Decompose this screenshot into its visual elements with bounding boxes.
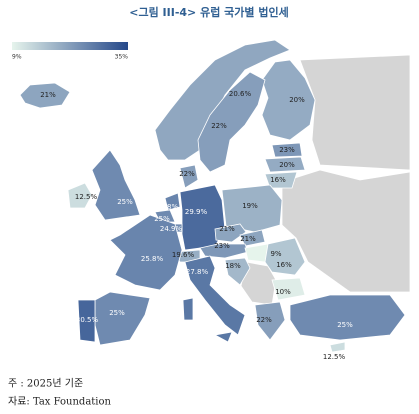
value-label: 30.5% [76,316,99,324]
legend-max: 35% [115,54,129,61]
value-label: 23% [214,242,230,250]
value-label: 25% [337,321,353,329]
value-label: 21% [240,235,256,243]
country-region [77,299,96,343]
value-label: 25% [154,215,170,223]
background-countries [240,54,411,306]
country-region [67,182,93,209]
value-label: 22% [211,122,227,130]
value-label: 21% [219,225,235,233]
legend-bar [12,42,128,50]
value-label: 20% [289,96,305,104]
value-label: 29.9% [185,208,208,216]
value-label: 21% [40,91,56,99]
country-region [19,82,71,109]
value-label: 25% [109,309,125,317]
country-region [182,255,246,343]
value-label: 24.9% [160,225,183,233]
country-region [261,59,316,141]
country-region [271,277,306,301]
value-label: 10% [275,288,291,296]
country-region [94,291,151,346]
title: <그림 III-4> 유럽 국가별 법인세 [129,5,288,19]
country-region [264,156,306,173]
country-region [254,301,286,341]
note: 주 : 2025년 기준 [8,378,83,390]
value-labels: 21% 20.6% 20% 22% 23% 20% 16% 22% 12.5% … [40,90,353,361]
country-region [264,171,298,189]
value-label: 18% [225,262,241,270]
value-label: 25.8% [156,203,179,211]
countries [19,39,406,353]
country-region [264,237,306,276]
value-label: 25.8% [141,255,164,263]
country-region [221,184,283,233]
value-label: 12.5% [323,353,346,361]
value-label: 16% [276,261,292,269]
value-label: 20.6% [229,90,252,98]
value-label: 19% [242,202,258,210]
value-label: 16% [270,176,286,184]
value-label: 19.6% [172,251,195,259]
country-region [91,149,141,221]
country-region [164,192,181,211]
country-region [329,341,346,353]
value-label: 25% [117,198,133,206]
country-region [214,223,247,243]
country-region [109,214,183,291]
value-label: 12.5% [75,193,98,201]
value-label: 22% [256,316,272,324]
country-region [239,229,266,247]
value-label: 20% [279,161,295,169]
source: 자료: Tax Foundation [8,396,112,408]
country-region [179,164,199,189]
value-label: 22% [179,170,195,178]
country-region [289,294,406,341]
value-label: 23% [279,146,295,154]
legend-min: 9% [12,54,22,61]
value-label: 27.8% [186,268,209,276]
country-region [224,257,251,286]
value-label: 9% [270,250,281,258]
country-region [271,142,303,158]
country-region [197,71,266,173]
